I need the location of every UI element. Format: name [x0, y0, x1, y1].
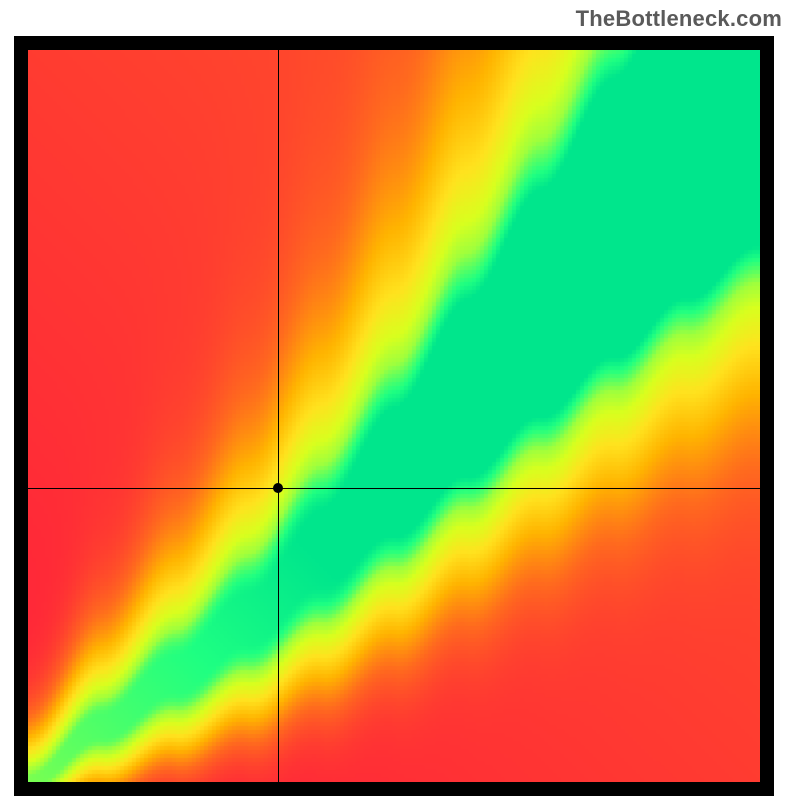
plot-area	[28, 50, 760, 782]
crosshair-vertical	[278, 50, 280, 782]
crosshair-horizontal	[28, 488, 760, 490]
watermark-text: TheBottleneck.com	[576, 6, 782, 32]
heatmap-canvas	[28, 50, 760, 782]
plot-frame	[14, 36, 774, 796]
